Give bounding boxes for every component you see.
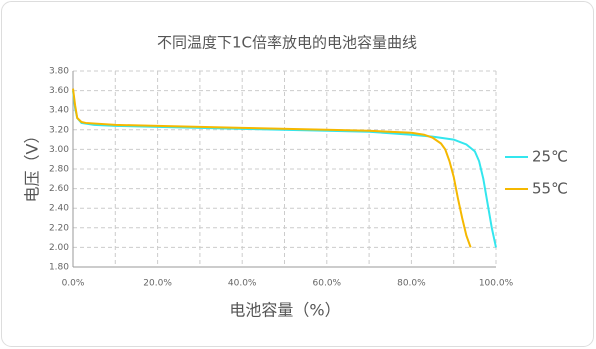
y-tick-label: 2.80 — [49, 165, 69, 175]
y-tick-label: 3.40 — [49, 106, 69, 116]
y-tick-label: 2.60 — [49, 184, 69, 194]
series-line — [72, 88, 472, 248]
x-tick-label: 100.0% — [479, 279, 514, 289]
y-tick-label: 2.40 — [49, 204, 69, 214]
x-axis-label: 电池容量（%） — [229, 301, 340, 320]
x-tick-label: 20.0% — [143, 279, 172, 289]
legend-label: 25℃ — [532, 148, 568, 166]
y-tick-label: 3.20 — [49, 125, 69, 135]
y-tick-label: 3.80 — [49, 67, 69, 77]
x-tick-label: 40.0% — [228, 279, 257, 289]
x-tick-label: 0.0% — [62, 279, 85, 289]
y-tick-label: 2.20 — [49, 223, 69, 233]
legend-label: 55℃ — [532, 180, 568, 198]
chart-title: 不同温度下1C倍率放电的电池容量曲线 — [157, 34, 417, 52]
x-tick-label: 80.0% — [397, 279, 426, 289]
x-tick-label: 60.0% — [313, 279, 342, 289]
y-tick-label: 2.00 — [49, 243, 69, 253]
y-axis-label: 电压（V） — [23, 128, 42, 203]
y-tick-label: 3.60 — [49, 86, 69, 96]
y-tick-label: 1.80 — [49, 263, 69, 273]
y-tick-label: 3.00 — [49, 145, 69, 155]
